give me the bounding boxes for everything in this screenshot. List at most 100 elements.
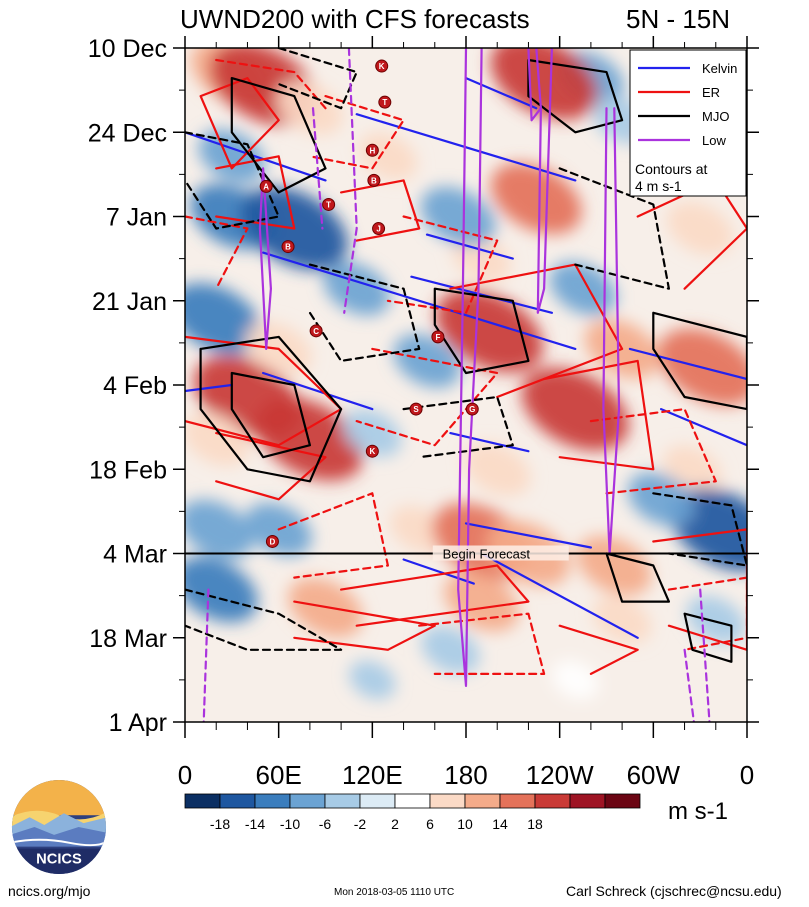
- contour-kelvin: [660, 408, 747, 447]
- storm-marker: T: [378, 95, 392, 109]
- storm-marker-symbol: [409, 402, 423, 416]
- storm-marker-symbol: [281, 240, 295, 254]
- contour-kelvin: [425, 233, 514, 260]
- contour-mjo-neg: [277, 48, 358, 110]
- storm-marker-symbol: [465, 402, 479, 416]
- footer-timestamp: Mon 2018-03-05 1110 UTC: [334, 887, 455, 898]
- footer-credit: Carl Schreck (cjschrec@ncsu.edu): [566, 883, 782, 899]
- series-low-dash: [202, 48, 711, 722]
- storm-marker-symbol: [259, 179, 273, 193]
- storm-marker-label: B: [371, 176, 377, 185]
- colorbar-swatch: [219, 793, 256, 809]
- storm-marker-symbol: [322, 197, 336, 211]
- contour-low: [536, 48, 553, 314]
- colorbar-label: -10: [280, 816, 300, 832]
- axes: 10 Dec 24 Dec 7 Jan 21 Jan 4 Feb 18 Feb 4 Mar 1…: [88, 35, 759, 790]
- legend-label: Low: [702, 133, 726, 148]
- colorbar-swatch: [534, 793, 571, 809]
- contour-kelvin: [480, 552, 639, 639]
- anomaly-blob: [549, 262, 617, 316]
- contour-er: [636, 179, 747, 290]
- y-tick-label: 4 Feb: [103, 372, 167, 400]
- storm-marker: K: [365, 444, 379, 458]
- storm-marker: B: [367, 173, 381, 187]
- contour-low-dash: [699, 588, 711, 722]
- storm-markers: K T H B A T J B C F S G K D: [259, 59, 479, 548]
- storm-marker-label: J: [376, 225, 380, 234]
- contour-low: [258, 167, 272, 350]
- storm-marker: C: [309, 324, 323, 338]
- contour-low-dash: [202, 588, 210, 722]
- storm-marker-label: F: [435, 333, 440, 342]
- contour-kelvin: [185, 383, 233, 393]
- storm-marker: S: [409, 402, 423, 416]
- contour-mjo: [683, 612, 733, 663]
- storm-marker: K: [375, 59, 389, 73]
- anomaly-blob: [666, 201, 734, 256]
- storm-marker: H: [365, 143, 379, 157]
- chart-title: UWND200 with CFS forecasts: [180, 4, 530, 34]
- contour-er: [558, 624, 639, 675]
- contour-kelvin: [628, 347, 747, 381]
- storm-marker-label: T: [382, 98, 387, 107]
- contour-low: [527, 48, 542, 122]
- contour-er-neg: [277, 492, 389, 579]
- colorbar-swatch: [604, 793, 641, 809]
- colorbar-swatch: [184, 793, 221, 809]
- contour-er: [215, 155, 296, 230]
- storm-marker-label: H: [369, 146, 375, 155]
- x-tick-label: 60E: [256, 760, 302, 790]
- anomaly-blob: [658, 328, 747, 406]
- chart-region: 5N - 15N: [626, 4, 731, 34]
- anomaly-blob: [185, 499, 254, 560]
- filtered-contours: [185, 48, 747, 722]
- contour-kelvin: [355, 113, 577, 182]
- legend-note: Contours at: [635, 161, 707, 177]
- storm-marker-label: D: [270, 537, 276, 546]
- storm-marker: A: [259, 179, 273, 193]
- storm-marker: G: [465, 402, 479, 416]
- colorbar-swatch: [464, 793, 501, 809]
- storm-marker: J: [372, 222, 386, 236]
- anomaly-blob: [670, 487, 747, 571]
- anomaly-blob: [389, 505, 449, 554]
- contour-mjo: [199, 335, 343, 483]
- footer-url[interactable]: ncics.org/mjo: [8, 883, 91, 899]
- storm-marker-label: G: [469, 405, 475, 414]
- contour-mjo: [605, 552, 670, 603]
- contour-mjo: [230, 77, 327, 194]
- anomaly-blob: [521, 367, 629, 451]
- contour-er-neg: [589, 408, 717, 495]
- y-tick-label: 24 Dec: [88, 119, 167, 147]
- ncics-logo: NCICS: [11, 779, 107, 875]
- storm-marker-label: B: [285, 243, 291, 252]
- colorbar-swatch: [254, 793, 291, 809]
- x-tick-label: 0: [178, 760, 192, 790]
- x-tick-label: 0: [740, 760, 754, 790]
- colorbar-swatch: [289, 793, 326, 809]
- forecast-label: Begin Forecast: [443, 547, 531, 562]
- contour-kelvin: [262, 251, 577, 350]
- contour-low-dash: [683, 648, 695, 722]
- storm-marker-label: A: [263, 182, 269, 191]
- y-tick-label: 21 Jan: [92, 288, 167, 316]
- contour-mjo-neg: [185, 131, 280, 230]
- storm-marker-label: S: [413, 405, 419, 414]
- anomaly-blob: [185, 556, 258, 623]
- colorbar-swatch: [324, 793, 361, 809]
- colorbar-label: -6: [319, 816, 332, 832]
- contour-er-neg: [667, 576, 747, 651]
- contour-kelvin: [185, 131, 327, 182]
- y-tick-label: 4 Mar: [103, 541, 167, 569]
- storm-marker: B: [281, 240, 295, 254]
- legend-label: ER: [702, 85, 720, 100]
- contour-low-dash: [311, 107, 324, 230]
- storm-marker-label: K: [369, 447, 375, 456]
- anomaly-blob: [592, 595, 652, 644]
- anomaly-blob: [490, 48, 598, 120]
- colorbar-units: m s-1: [668, 798, 728, 825]
- contour-kelvin: [402, 558, 475, 585]
- contour-er-neg: [386, 215, 499, 314]
- storm-marker: D: [265, 534, 279, 548]
